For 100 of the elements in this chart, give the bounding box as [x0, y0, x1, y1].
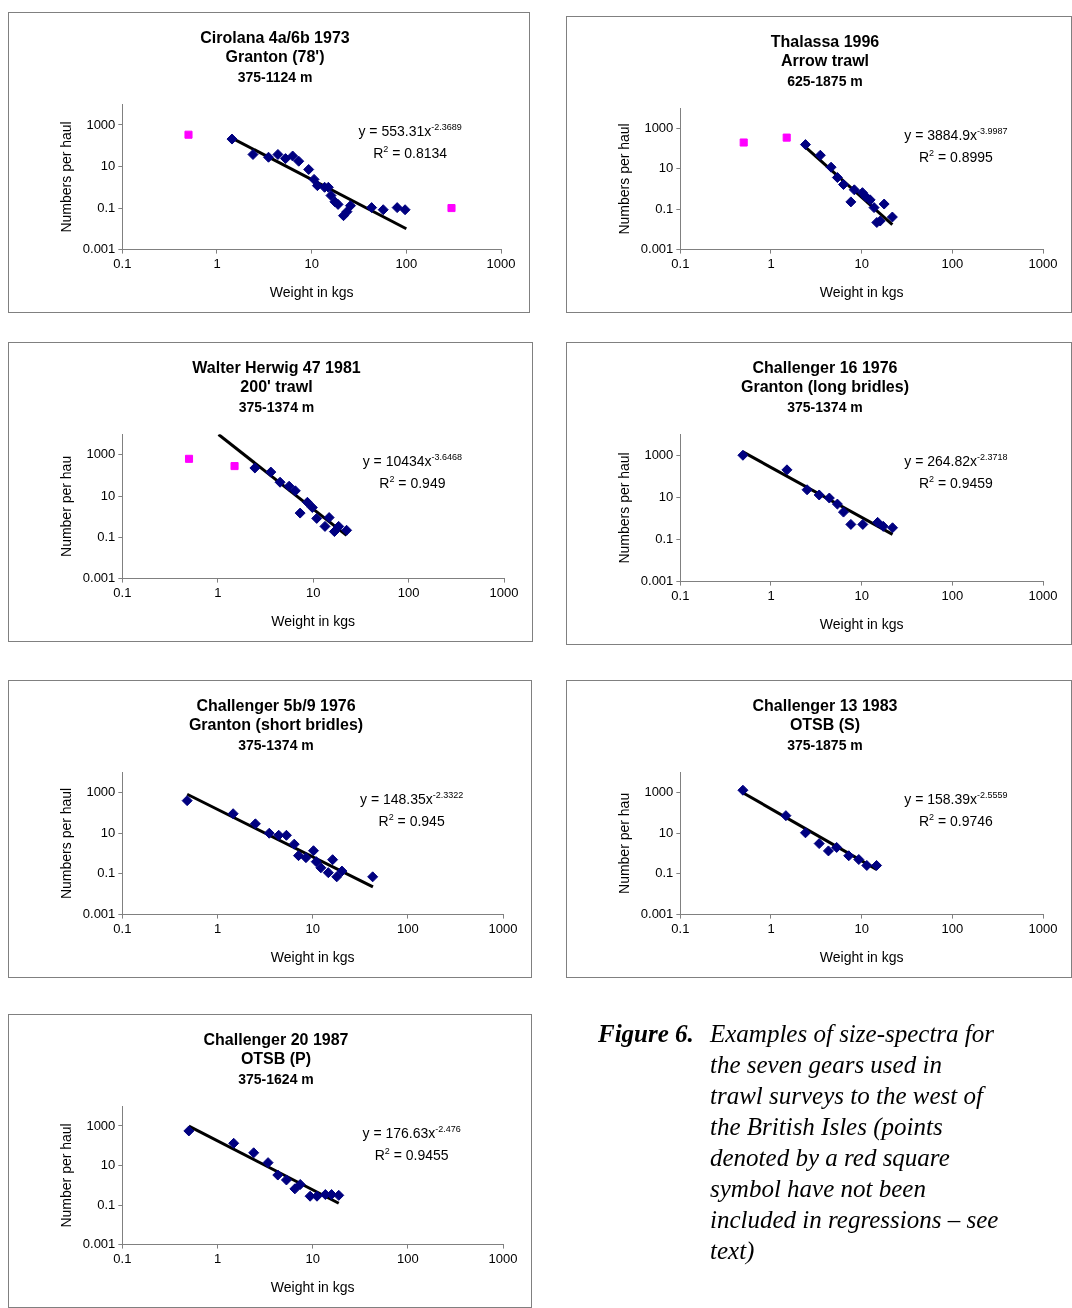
x-tick-label: 0.1: [671, 920, 690, 936]
y-tick-label: 1000: [86, 784, 116, 800]
x-tick-label: 100: [397, 584, 420, 600]
x-axis-title: Weight in kgs: [271, 613, 356, 630]
x-tick-label: 1: [213, 1250, 222, 1266]
y-axis-title: Number per haul: [58, 1123, 75, 1228]
y-axis-title: Numbers per haul: [58, 121, 75, 233]
x-tick-label: 10: [854, 920, 869, 936]
x-tick-label: 0.1: [113, 584, 132, 600]
point: [294, 507, 306, 519]
x-tick-label: 0.1: [671, 587, 690, 603]
y-tick-label: 0.001: [82, 906, 116, 922]
chart-title: Challenger 20 1987 OTSB (P): [203, 1031, 349, 1068]
y-tick-label: 10: [100, 158, 116, 174]
x-axis-title: Weight in kgs: [270, 949, 355, 966]
x-tick-label: 10: [305, 1250, 320, 1266]
text: Figure 6.: [598, 1019, 695, 1049]
y-axis-title: Number per hau: [616, 792, 633, 894]
x-tick-label: 1: [213, 920, 222, 936]
y-tick-label: 0.001: [640, 573, 674, 589]
y-tick-label: 0.1: [655, 865, 674, 881]
point: [272, 1169, 284, 1181]
y-tick-label: 1000: [644, 446, 674, 462]
point: [283, 480, 295, 492]
chart-subtitle: 375-1374 m: [787, 398, 863, 415]
point: [280, 1174, 292, 1186]
y-tick-label: 0.001: [640, 906, 674, 922]
chart-subtitle: 375-1374 m: [238, 398, 315, 415]
point: [294, 1178, 306, 1190]
point: [311, 512, 323, 524]
point: [301, 496, 313, 508]
x-tick-label: 1000: [1028, 255, 1058, 271]
y-tick-label: 0.001: [82, 570, 116, 586]
x-axis-title: Weight in kgs: [819, 616, 904, 633]
y-tick-label: 1000: [644, 784, 674, 800]
y-tick-label: 10: [658, 488, 674, 504]
y-tick-label: 0.1: [97, 199, 116, 215]
x-tick-label: 1: [767, 587, 775, 603]
y-tick-label: 10: [100, 1157, 116, 1173]
y-tick-label: 0.001: [640, 241, 674, 257]
x-tick-label: 0.1: [671, 255, 690, 271]
point: [323, 512, 335, 524]
x-tick-label: 0.1: [113, 920, 132, 936]
x-tick-label: 100: [941, 255, 964, 271]
x-tick-label: 1000: [486, 255, 516, 271]
x-axis-title: Weight in kgs: [270, 1279, 355, 1296]
y-tick-label: 10: [100, 487, 116, 503]
point: [341, 524, 353, 536]
x-tick-label: 1000: [488, 920, 518, 936]
chart-subtitle: 625-1875 m: [787, 72, 863, 89]
x-axis-title: Weight in kgs: [819, 949, 904, 966]
x-tick-label: 100: [396, 920, 419, 936]
text: Examples of size-spectra for the seven gears used in trawl surveys to the west of the British Isles (points denoted by a red square symbol have not been included in regressions – see text): [710, 1019, 1000, 1266]
y-tick-label: 10: [658, 824, 674, 840]
y-tick-label: 10: [100, 824, 116, 840]
chart-subtitle: 375-1875 m: [787, 736, 863, 753]
chart-title: Challenger 5b/9 1976 Granton (short bridles): [188, 697, 364, 734]
x-tick-label: 1000: [1028, 587, 1058, 603]
point: [333, 1189, 345, 1201]
y-tick-label: 0.1: [655, 200, 674, 216]
chart-title: Walter Herwig 47 1981 200' trawl: [192, 359, 361, 396]
x-tick-label: 0.1: [113, 255, 132, 271]
chart-title: Challenger 13 1983 OTSB (S): [752, 697, 898, 734]
y-tick-label: 0.1: [655, 531, 674, 547]
y-axis-title: Numbers per haul: [616, 452, 633, 564]
x-axis-title: Weight in kgs: [819, 284, 904, 301]
x-tick-label: 100: [941, 920, 964, 936]
y-tick-label: 0.1: [97, 865, 116, 881]
x-axis-title: Weight in kgs: [269, 284, 354, 301]
y-tick-label: 1000: [86, 446, 116, 462]
y-axis-title: Numbers per haul: [616, 123, 633, 235]
chart-title: Challenger 16 1976 Granton (long bridles): [741, 359, 909, 396]
y-tick-label: 0.001: [82, 1236, 116, 1252]
y-tick-label: 1000: [86, 1117, 116, 1133]
y-axis-title: Number per hau: [58, 455, 75, 557]
x-tick-label: 100: [941, 587, 964, 603]
y-tick-label: 1000: [644, 119, 674, 135]
x-tick-label: 10: [854, 255, 869, 271]
x-tick-label: 10: [305, 584, 321, 600]
point: [289, 485, 301, 497]
point: [333, 520, 345, 532]
chart-subtitle: 375-1124 m: [237, 68, 313, 85]
x-tick-label: 1: [213, 255, 221, 271]
x-tick-label: 0.1: [113, 1250, 132, 1266]
y-tick-label: 0.001: [82, 241, 116, 257]
x-tick-label: 10: [305, 920, 320, 936]
point: [319, 520, 331, 532]
x-tick-label: 100: [396, 1250, 419, 1266]
y-axis-title: Numbers per haul: [58, 787, 75, 900]
point: [306, 501, 318, 513]
chart-title: Thalassa 1996 Arrow trawl: [770, 33, 880, 70]
chart-title: Cirolana 4a/6b 1973 Granton (78'): [200, 29, 350, 66]
x-tick-label: 1: [214, 584, 222, 600]
x-tick-label: 1000: [1028, 920, 1058, 936]
x-tick-label: 1000: [489, 584, 519, 600]
x-tick-label: 1: [767, 920, 775, 936]
chart-subtitle: 375-1374 m: [238, 736, 314, 753]
x-tick-label: 10: [854, 587, 869, 603]
y-tick-label: 0.1: [97, 1196, 116, 1212]
y-tick-label: 1000: [86, 116, 116, 132]
